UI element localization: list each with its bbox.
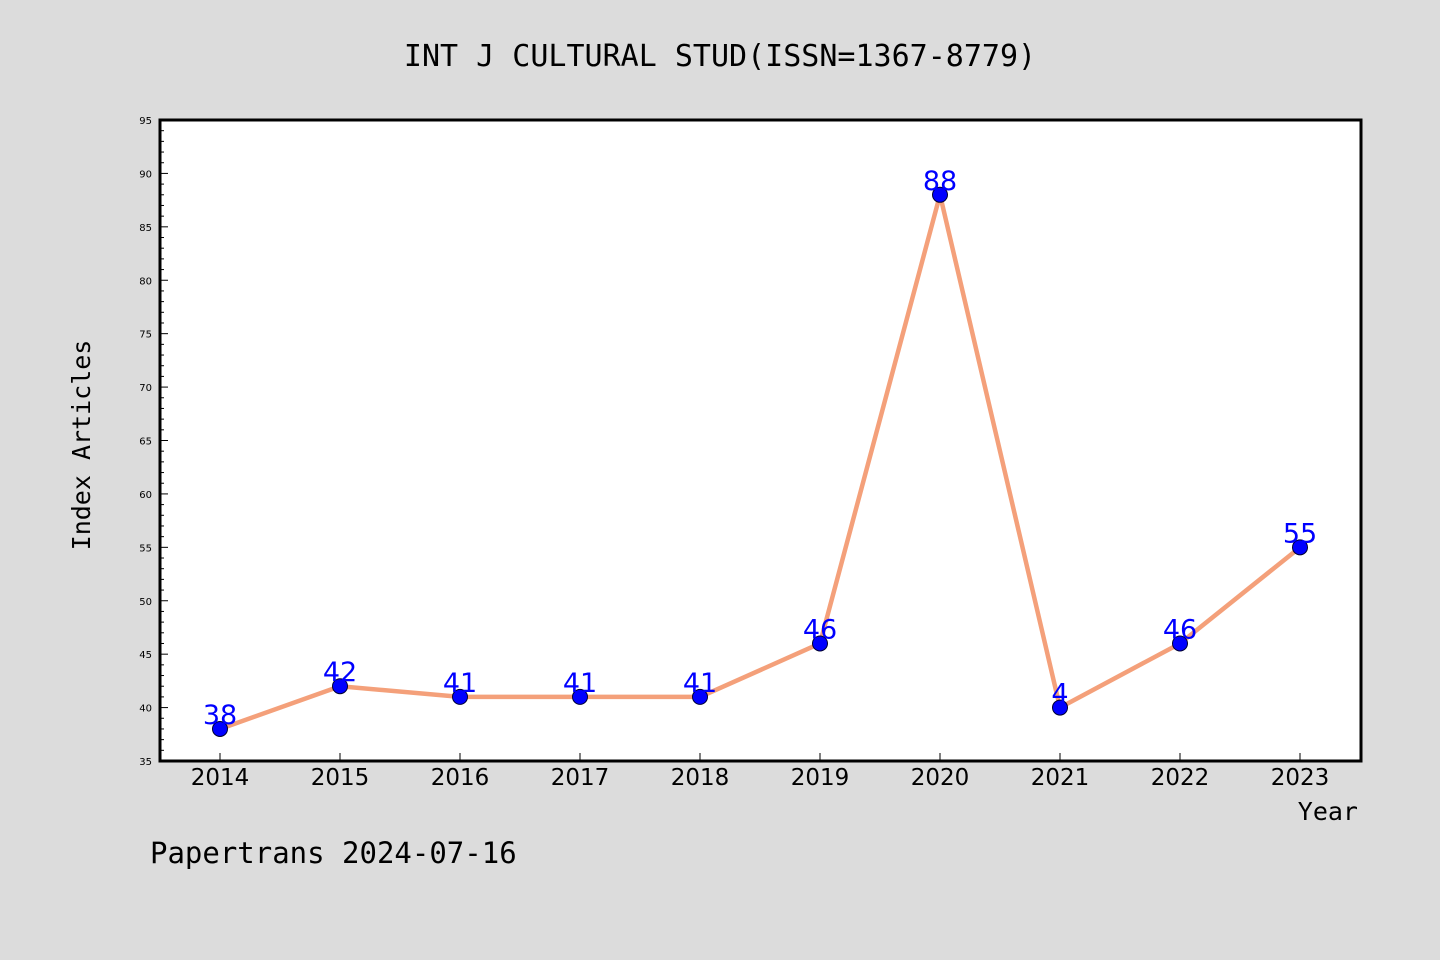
y-tick-label: 75 [139,330,152,341]
x-tick-label: 2019 [791,765,850,791]
data-point [812,635,828,652]
x-tick-label: 2023 [1271,765,1330,791]
x-tick-label: 2017 [551,765,610,791]
data-label: 41 [443,668,477,699]
x-tick-label: 2020 [911,765,970,791]
data-point [1052,699,1068,716]
data-point [1172,635,1188,652]
data-point [1292,539,1308,556]
x-tick-label: 2016 [431,765,490,791]
y-tick-label: 40 [139,704,152,715]
y-tick-label: 60 [139,490,152,501]
x-tick-label: 2022 [1151,765,1210,791]
y-tick-label: 80 [139,276,152,287]
y-tick-label: 70 [139,383,152,394]
chart-title: INT J CULTURAL STUD(ISSN=1367-8779) [404,39,1036,74]
data-point [212,720,228,737]
y-tick-label: 50 [139,597,152,608]
data-label: 41 [563,668,597,699]
data-point [572,688,588,705]
data-point [932,186,948,203]
series-group [212,186,1308,737]
y-tick-label: 90 [139,169,152,180]
x-tick-label: 2018 [671,765,730,791]
data-labels-group: 38 42 41 41 41 46 88 4 46 55 [203,166,1317,731]
data-label: 4 [1051,679,1068,710]
data-point [692,688,708,705]
x-axis-label: Year [1298,797,1358,826]
series-line [217,192,1303,732]
data-label: 38 [203,700,237,731]
data-label: 55 [1283,518,1317,549]
y-axis-label: Index Articles [67,340,96,551]
data-label: 88 [923,166,957,197]
x-tick-label: 2014 [191,765,250,791]
y-tick-label: 55 [139,543,152,554]
y-tick-label: 85 [139,223,152,234]
data-point [452,688,468,705]
data-label: 46 [803,614,837,645]
y-tick-label: 95 [139,116,152,127]
data-point [332,678,348,695]
data-label: 46 [1163,614,1197,645]
data-label: 42 [323,657,357,688]
chart-footer: Papertrans 2024-07-16 [150,836,517,870]
y-tick-label: 35 [139,757,152,768]
data-label: 41 [683,668,717,699]
x-tick-label: 2015 [311,765,370,791]
y-tick-label: 65 [139,437,152,448]
x-tick-label: 2021 [1031,765,1090,791]
y-axis: 35 40 45 50 55 60 65 70 75 80 85 90 95 [139,116,168,768]
x-axis: 2014 2015 2016 2017 2018 2019 2020 2021 2022 2023 [191,753,1330,791]
y-tick-label: 45 [139,650,152,661]
